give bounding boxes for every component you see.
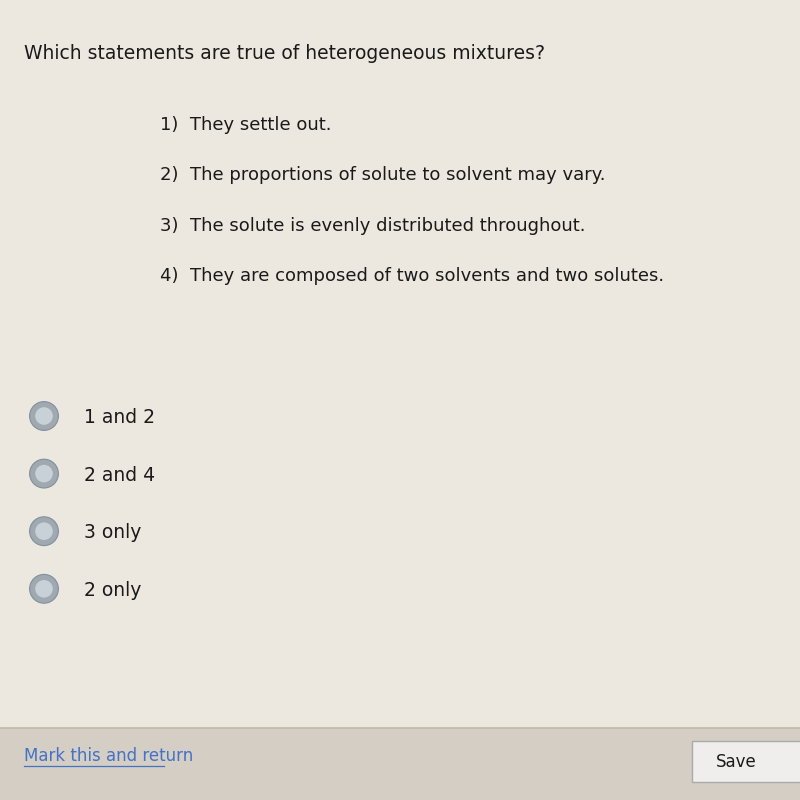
Text: 1)  They settle out.: 1) They settle out. (160, 116, 331, 134)
Text: 2 and 4: 2 and 4 (84, 466, 155, 485)
Circle shape (35, 465, 53, 482)
FancyBboxPatch shape (0, 0, 800, 728)
Circle shape (35, 522, 53, 540)
Text: Save: Save (716, 753, 757, 770)
Circle shape (30, 574, 58, 603)
Text: 1 and 2: 1 and 2 (84, 408, 155, 427)
Text: 2 only: 2 only (84, 581, 142, 600)
Text: 4)  They are composed of two solvents and two solutes.: 4) They are composed of two solvents and… (160, 267, 664, 286)
Circle shape (35, 407, 53, 425)
Text: 3)  The solute is evenly distributed throughout.: 3) The solute is evenly distributed thro… (160, 217, 586, 235)
Text: Which statements are true of heterogeneous mixtures?: Which statements are true of heterogeneo… (24, 44, 545, 63)
FancyBboxPatch shape (692, 741, 800, 782)
Circle shape (35, 580, 53, 598)
Text: Mark this and return: Mark this and return (24, 747, 194, 765)
Circle shape (30, 402, 58, 430)
Text: 3 only: 3 only (84, 523, 142, 542)
Circle shape (30, 459, 58, 488)
Text: 2)  The proportions of solute to solvent may vary.: 2) The proportions of solute to solvent … (160, 166, 606, 184)
FancyBboxPatch shape (0, 728, 800, 800)
Circle shape (30, 517, 58, 546)
